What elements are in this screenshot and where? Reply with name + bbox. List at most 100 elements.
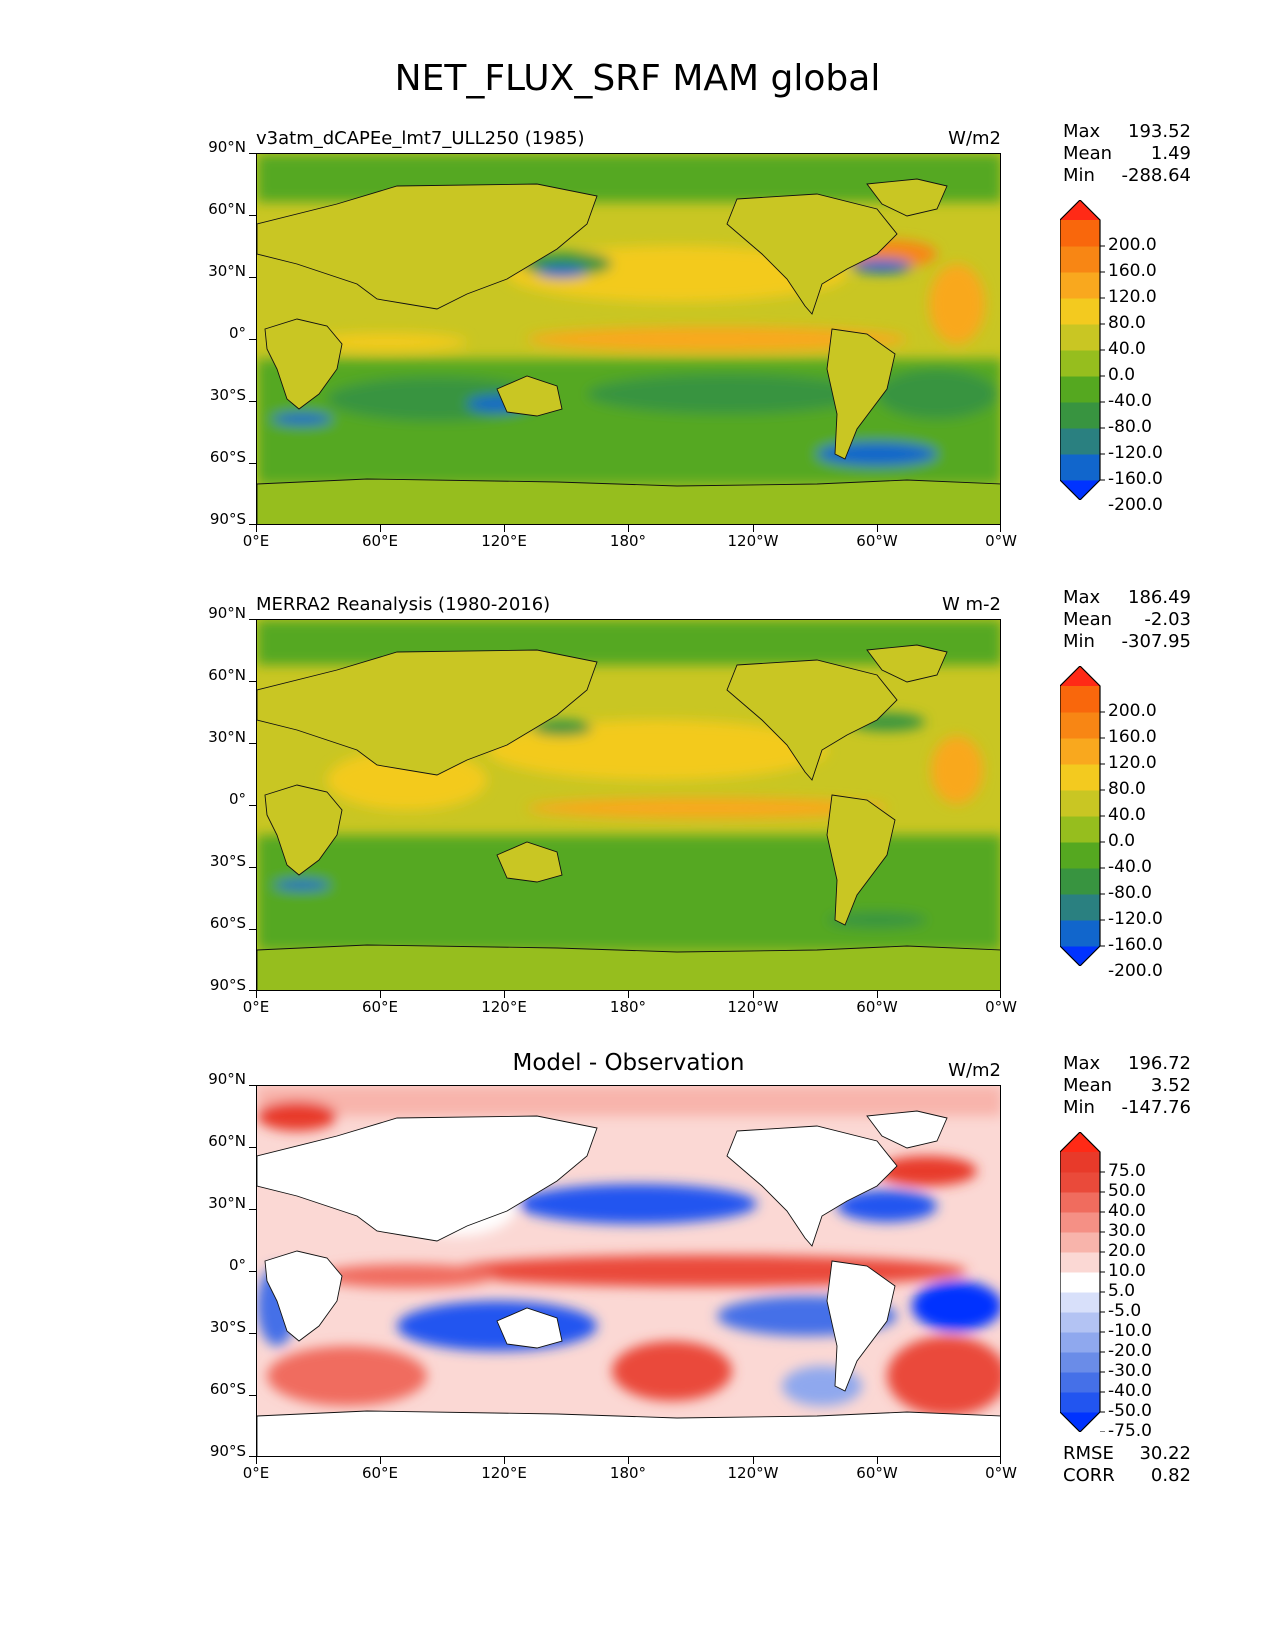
units-label: W/m2 <box>948 128 1001 149</box>
y-tick-label: 0° <box>228 790 246 808</box>
y-tick-label: 30°S <box>209 386 246 404</box>
stat-row-mean: Mean 1.49 <box>1063 143 1191 165</box>
x-tick-label: 60°E <box>361 998 399 1016</box>
colorbar-segment <box>1060 920 1100 947</box>
colorbar-segment <box>1060 246 1100 273</box>
colorbar-tick-label: -30.0 <box>1108 1361 1152 1381</box>
y-tick <box>249 277 256 279</box>
x-tick <box>877 1457 879 1464</box>
stat-row-max: Max 196.72 <box>1063 1053 1191 1075</box>
colorbar-segment <box>1060 298 1100 325</box>
colorbar-tick-label: -120.0 <box>1108 909 1163 929</box>
colorbar-tick-label: 120.0 <box>1108 287 1157 307</box>
x-tick <box>1000 525 1002 532</box>
colorbar-segment <box>1060 1332 1100 1353</box>
stat-value: 193.52 <box>1128 121 1191 142</box>
colorbar-tick-label: 160.0 <box>1108 727 1157 747</box>
colorbar-segment <box>1060 376 1100 403</box>
x-tick-label: 0°E <box>242 1464 270 1482</box>
y-tick-label: 30°S <box>209 852 246 870</box>
y-tick <box>249 401 256 403</box>
colorbar-segment <box>1060 1292 1100 1313</box>
colorbar-tick-label: -50.0 <box>1108 1401 1152 1421</box>
y-tick <box>249 463 256 465</box>
colorbar-segment <box>1060 738 1100 765</box>
stat-label: Mean <box>1063 143 1113 164</box>
stat-value: 1.49 <box>1150 143 1191 164</box>
units-label: W/m2 <box>948 1060 1001 1081</box>
y-tick <box>249 1209 256 1211</box>
colorbar-extend-low <box>1060 480 1100 500</box>
x-tick-label: 60°W <box>856 1464 898 1482</box>
y-tick <box>249 867 256 869</box>
colorbar-tick-label: 200.0 <box>1108 235 1157 255</box>
y-tick <box>249 524 256 526</box>
stat-label: Max <box>1063 121 1101 142</box>
stat-row-rmse: RMSE 30.22 <box>1063 1443 1191 1465</box>
colorbar <box>1060 1132 1105 1432</box>
y-tick-label: 0° <box>228 324 246 342</box>
x-tick <box>753 991 755 998</box>
colorbar-tick-label: -5.0 <box>1108 1301 1142 1321</box>
y-tick-label: 60°N <box>208 666 246 684</box>
panel-observation: MERRA2 Reanalysis (1980-2016) W m-2 <box>0 587 1275 1054</box>
colorbar-segment <box>1060 1232 1100 1253</box>
stat-row-min: Min -288.64 <box>1063 165 1191 187</box>
colorbar-segment <box>1060 220 1100 247</box>
y-tick <box>249 1333 256 1335</box>
colorbar-outline <box>1060 200 1101 500</box>
y-tick-label: 60°S <box>209 1380 246 1398</box>
y-tick-label: 30°N <box>208 1194 246 1212</box>
y-tick <box>249 743 256 745</box>
y-tick <box>249 1395 256 1397</box>
colorbar <box>1060 666 1105 966</box>
x-tick-label: 180° <box>609 532 647 550</box>
y-tick <box>249 681 256 683</box>
colorbar-segment <box>1060 1252 1100 1273</box>
x-tick <box>753 525 755 532</box>
colorbar-segment <box>1060 1392 1100 1413</box>
y-tick-label: 90°S <box>209 1442 246 1460</box>
colorbar-segment <box>1060 428 1100 455</box>
colorbar-tick-label: -10.0 <box>1108 1321 1152 1341</box>
colorbar-tick-label: 5.0 <box>1108 1281 1136 1301</box>
colorbar-segment <box>1060 1212 1100 1233</box>
x-tick <box>753 1457 755 1464</box>
y-tick-label: 90°S <box>209 510 246 528</box>
colorbar-outline <box>1060 666 1101 966</box>
x-tick-label: 120°W <box>727 1464 779 1482</box>
colorbar-tick-label: -160.0 <box>1108 935 1163 955</box>
x-tick <box>256 525 258 532</box>
colorbar-segment <box>1060 764 1100 791</box>
colorbar-segment <box>1060 454 1100 481</box>
colorbar-tick-label: -75.0 <box>1108 1421 1152 1441</box>
colorbar-tick-label: 20.0 <box>1108 1241 1146 1261</box>
colorbar-tick-label: 80.0 <box>1108 779 1146 799</box>
map-plot <box>256 619 1001 991</box>
y-tick-label: 60°N <box>208 1132 246 1150</box>
x-tick <box>380 991 382 998</box>
stat-label: Max <box>1063 1053 1101 1074</box>
colorbar-segment <box>1060 1152 1100 1173</box>
colorbar-tick-label: -160.0 <box>1108 469 1163 489</box>
colorbar-segment <box>1060 816 1100 843</box>
colorbar-extend-high <box>1060 1132 1100 1152</box>
colorbar-tick-label: -120.0 <box>1108 443 1163 463</box>
y-tick-label: 90°S <box>209 976 246 994</box>
colorbar-tick-label: -80.0 <box>1108 883 1152 903</box>
y-tick-label: 60°N <box>208 200 246 218</box>
y-tick <box>249 990 256 992</box>
stat-value: -288.64 <box>1121 165 1191 186</box>
colorbar-tick-label: 80.0 <box>1108 313 1146 333</box>
stats-block: Max 196.72 Mean 3.52 Min -147.76 <box>1063 1053 1191 1119</box>
x-tick <box>504 1457 506 1464</box>
stat-label: Min <box>1063 1097 1095 1118</box>
x-tick-label: 0°W <box>985 532 1017 550</box>
x-tick-label: 120°E <box>481 998 527 1016</box>
y-tick-label: 60°S <box>209 448 246 466</box>
colorbar-tick-label: 0.0 <box>1108 831 1136 851</box>
x-tick-label: 60°E <box>361 1464 399 1482</box>
x-tick <box>380 1457 382 1464</box>
stat-value: -307.95 <box>1121 631 1191 652</box>
heatmap-field <box>257 154 1000 524</box>
